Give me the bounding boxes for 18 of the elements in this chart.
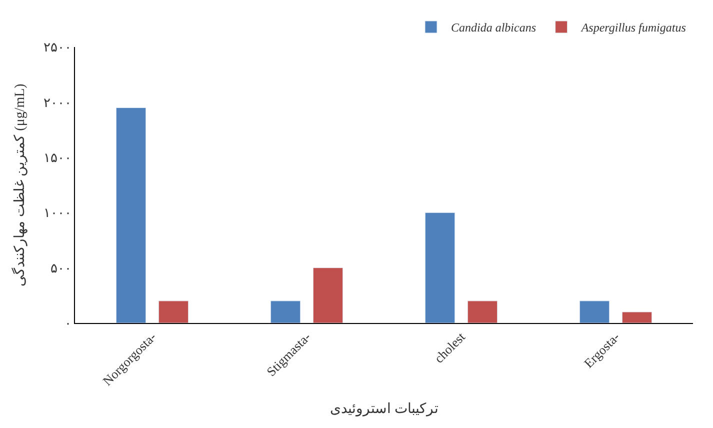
bar: [424, 212, 456, 323]
bar: [116, 107, 146, 323]
legend-label: Aspergillus fumigatus: [580, 20, 686, 35]
y-tick-label: ۱۰۰۰: [43, 205, 72, 220]
x-axis-title: ترکیبات استروئیدی: [330, 402, 438, 417]
bar: [579, 300, 610, 323]
y-tick-label: ۵۰۰: [50, 260, 72, 276]
bar: [270, 300, 301, 323]
y-tick-label: ۲۵۰۰: [43, 40, 72, 55]
y-tick-label: ۰: [64, 316, 72, 331]
bar: [467, 300, 498, 323]
legend-label: Candida albicans: [451, 20, 536, 35]
bar: [158, 300, 189, 323]
bar: [312, 268, 344, 323]
bar: [622, 312, 652, 323]
y-axis-title: کمترین غلظت مهارکنندگی (μg/mL): [11, 83, 28, 286]
y-tick-label: ۱۵۰۰: [43, 150, 72, 165]
y-tick-label: ۲۰۰۰: [43, 94, 72, 110]
